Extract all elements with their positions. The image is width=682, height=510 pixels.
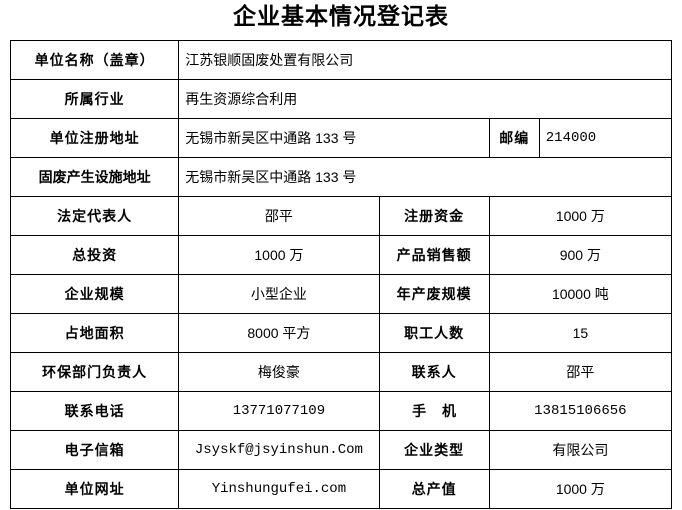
row-value-legal-representative[interactable]: 邵平 [178,196,380,236]
row-label-mobile: 手 机 [378,391,490,431]
table-row: 企业规模 小型企业 年产废规模 10000 吨 [9,274,673,314]
table-row: 法定代表人 邵平 注册资金 1000 万 [9,196,673,236]
row-value-telephone[interactable]: 13771077109 [178,391,380,431]
table-row: 电子信箱 Jsyskf@jsyinshun.Com 企业类型 有限公司 [9,430,673,470]
row-value-enterprise-type[interactable]: 有限公司 [488,430,673,470]
table-row: 环保部门负责人 梅俊豪 联系人 邵平 [9,352,673,392]
row-value-gross-output[interactable]: 1000 万 [488,469,673,509]
table-row: 固废产生设施地址 无锡市新吴区中通路 133 号 [9,157,672,197]
row-value-mobile[interactable]: 13815106656 [488,391,673,431]
row-label-enterprise-scale: 企业规模 [9,274,180,314]
row-value-product-sales[interactable]: 900 万 [488,235,673,275]
row-label-telephone: 联系电话 [9,391,180,431]
row-value-facility-address[interactable]: 无锡市新吴区中通路 133 号 [178,157,672,197]
row-label-contact-person: 联系人 [378,352,490,392]
row-value-enterprise-scale[interactable]: 小型企业 [178,274,380,314]
row-value-total-investment[interactable]: 1000 万 [178,235,380,275]
row-value-employee-count[interactable]: 15 [488,313,673,353]
row-label-gross-output: 总产值 [378,469,490,509]
row-label-email: 电子信箱 [9,430,180,470]
row-label-legal-representative: 法定代表人 [9,196,180,236]
row-value-registered-address[interactable]: 无锡市新吴区中通路 133 号 [178,118,490,158]
row-value-waste-scale[interactable]: 10000 吨 [488,274,673,314]
row-value-website[interactable]: Yinshungufei.com [178,469,380,509]
row-value-postcode[interactable]: 214000 [538,118,673,158]
table-row: 单位名称（盖章） 江苏银顺固废处置有限公司 [9,40,672,80]
row-value-registered-capital[interactable]: 1000 万 [488,196,673,236]
row-value-industry[interactable]: 再生资源综合利用 [178,79,672,119]
row-label-product-sales: 产品销售额 [378,235,490,275]
row-label-facility-address: 固废产生设施地址 [9,157,180,197]
row-label-industry: 所属行业 [9,79,180,119]
row-label-env-officer: 环保部门负责人 [9,352,180,392]
row-value-env-officer[interactable]: 梅俊豪 [178,352,380,392]
table-row: 单位注册地址 无锡市新吴区中通路 133 号 邮编 214000 [9,118,673,158]
row-label-postcode: 邮编 [488,118,540,158]
table-row: 联系电话 13771077109 手 机 13815106656 [9,391,673,431]
row-label-waste-scale: 年产废规模 [378,274,490,314]
row-value-company-name[interactable]: 江苏银顺固废处置有限公司 [178,40,672,80]
row-label-employee-count: 职工人数 [378,313,490,353]
row-value-land-area[interactable]: 8000 平方 [178,313,380,353]
table-row: 单位网址 Yinshungufei.com 总产值 1000 万 [9,469,673,509]
row-label-land-area: 占地面积 [9,313,180,353]
row-value-email[interactable]: Jsyskf@jsyinshun.Com [178,430,380,470]
company-registration-table: 单位名称（盖章） 江苏银顺固废处置有限公司 所属行业 再生资源综合利用 单位注册… [9,40,673,509]
row-label-total-investment: 总投资 [9,235,180,275]
row-label-registered-capital: 注册资金 [378,196,490,236]
row-value-contact-person[interactable]: 邵平 [488,352,673,392]
table-row: 占地面积 8000 平方 职工人数 15 [9,313,673,353]
row-label-website: 单位网址 [9,469,180,509]
table-row: 总投资 1000 万 产品销售额 900 万 [9,235,673,275]
page-title: 企业基本情况登记表 [233,4,449,29]
row-label-company-name: 单位名称（盖章） [9,40,180,80]
table-row: 所属行业 再生资源综合利用 [9,79,672,119]
row-label-registered-address: 单位注册地址 [9,118,180,158]
row-label-enterprise-type: 企业类型 [378,430,490,470]
